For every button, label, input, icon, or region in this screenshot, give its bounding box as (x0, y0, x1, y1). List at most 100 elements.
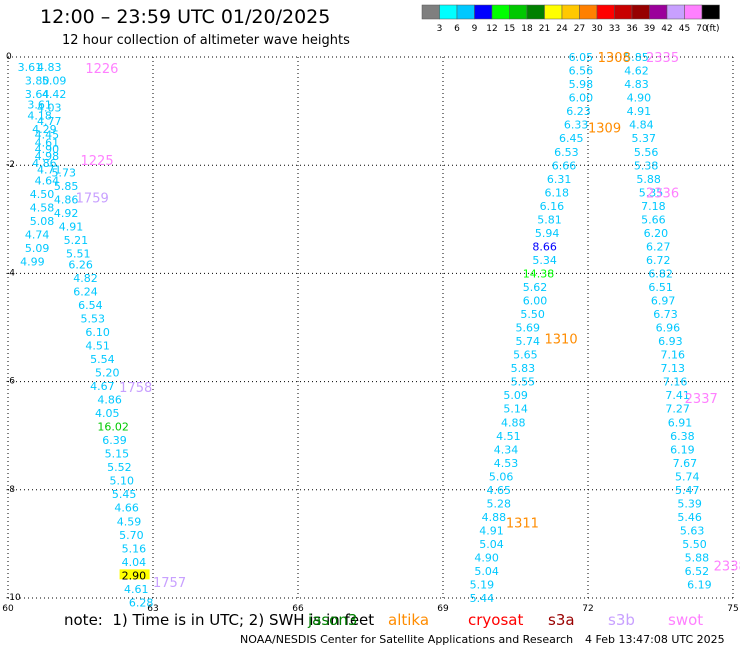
data-point-label: 5.06 (489, 470, 513, 483)
data-point-label: 6.53 (554, 146, 579, 159)
data-point-label: 6.24 (73, 285, 98, 298)
colorbar: 3 6 9 12 15 18 21 24 27 30 33 36 39 42 45 70(ft) (421, 4, 720, 34)
data-point-label: 7.16 (661, 349, 686, 362)
y-tick-label: -4 (6, 268, 15, 278)
data-point-label: 5.55 (511, 376, 535, 389)
data-point-label: 5.44 (470, 592, 495, 605)
credit-line: NOAA/NESDIS Center for Satellite Applica… (240, 633, 574, 646)
data-point-label: 6.82 (648, 267, 673, 280)
chart-subtitle: 12 hour collection of altimeter wave hei… (62, 33, 350, 48)
data-point-label: 4.51 (496, 430, 520, 443)
data-point-label: 4.64 (35, 174, 60, 187)
colorbar-label: 39 (644, 24, 656, 34)
colorbar-label: 21 (539, 24, 550, 34)
data-point-label: 5.74 (516, 335, 541, 348)
plot-area: 60 63 66 69 72 750-2-4-6-8-103.614.835.093.80… (2, 51, 740, 614)
data-point-label: 4.84 (629, 119, 654, 132)
data-point-label: 5.88 (685, 552, 710, 565)
track-label: 2337 (685, 392, 718, 407)
data-point-label: 6.56 (569, 65, 594, 78)
data-point-label: 4.03 (37, 101, 62, 114)
data-point-label: 4.65 (487, 484, 512, 497)
data-point-label: 5.10 (110, 475, 135, 488)
x-tick-label: 75 (727, 604, 738, 614)
data-point-label: 4.34 (494, 443, 519, 456)
chart-title: 12:00 – 23:59 UTC 01/20/2025 (40, 6, 331, 28)
data-point-label: 7.18 (641, 200, 666, 213)
data-point-label: 5.69 (516, 322, 541, 335)
data-point-label: 4.88 (482, 511, 507, 524)
data-point-label: 4.53 (494, 457, 519, 470)
data-point-label: 4.83 (37, 61, 62, 74)
data-point-label: 4.91 (627, 105, 652, 118)
footer-note: note: 1) Time is in UTC; 2) SWH is in fe… (64, 611, 375, 629)
data-point-label: 6.45 (559, 132, 584, 145)
data-point-label: 8.66 (532, 240, 557, 253)
data-point-label: 6.33 (564, 119, 589, 132)
data-point-label: 6.39 (102, 434, 127, 447)
data-point-label: 6.16 (540, 200, 565, 213)
data-point-label: 6.27 (646, 240, 671, 253)
data-point-label: 6.19 (687, 579, 712, 592)
y-tick-label: -6 (6, 377, 15, 387)
colorbar-label: 45 (679, 24, 690, 34)
data-point-label: 4.90 (35, 143, 60, 156)
data-point-label: 5.14 (503, 403, 527, 416)
data-point-label: 6.52 (685, 565, 710, 578)
colorbar-label: 24 (556, 24, 568, 34)
data-point-label: 5.94 (535, 227, 560, 240)
data-point-label: 6.10 (85, 326, 110, 339)
data-point-label: 5.66 (641, 213, 666, 226)
data-point-label: 5.16 (122, 542, 147, 555)
data-point-label: 3.61 (18, 61, 42, 74)
data-point-label: 5.85 (624, 51, 649, 64)
data-point-label: 6.26 (68, 258, 93, 271)
x-tick-label: 60 (2, 604, 14, 614)
data-point-label: 6.54 (78, 299, 103, 312)
data-point-label: 7.16 (663, 376, 688, 389)
data-point-label: 6.31 (547, 173, 572, 186)
y-tick-label: -10 (6, 593, 21, 603)
y-tick-label: -8 (6, 485, 15, 495)
data-point-label: 5.53 (81, 312, 106, 325)
data-point-label: 6.93 (658, 335, 683, 348)
data-point-label: 6.38 (670, 430, 695, 443)
colorbar-label: 18 (521, 24, 533, 34)
colorbar-label: 27 (574, 24, 585, 34)
x-tick-label: 72 (582, 604, 593, 614)
data-point-label: 4.66 (114, 502, 139, 515)
data-point-label: 4.71 (37, 164, 62, 177)
data-point-label: 6.91 (668, 416, 693, 429)
data-point-label: 4.82 (73, 272, 98, 285)
data-point-label: 4.59 (117, 515, 142, 528)
colorbar-label: 3 (437, 24, 443, 34)
data-point-label: 14.38 (523, 267, 555, 280)
data-point-label: 6.73 (653, 308, 678, 321)
data-point-label: 4.90 (627, 92, 652, 105)
data-point-label: 4.98 (35, 150, 60, 163)
data-point-label: 3.80 (25, 74, 49, 87)
data-point-label: 4.45 (35, 128, 60, 141)
data-point-label: 5.28 (487, 497, 512, 510)
data-point-label: 4.99 (20, 256, 45, 269)
data-point-label: 4.91 (479, 524, 504, 537)
colorbar-label: 9 (472, 24, 478, 34)
data-point-label: 5.83 (511, 362, 535, 375)
colorbar-swatch (701, 4, 720, 20)
track-label: 1308 (598, 51, 631, 66)
track-label: 1310 (545, 332, 578, 347)
x-tick-label: 63 (147, 604, 158, 614)
track-label: 1759 (76, 192, 109, 207)
data-point-label: 6.28 (129, 596, 154, 609)
data-point-label: 6.72 (646, 254, 671, 267)
data-point-label: 4.61 (35, 137, 60, 150)
data-point-label: 6.51 (648, 281, 673, 294)
data-point-label: 4.86 (32, 157, 57, 170)
colorbar-unit: (ft) (706, 24, 720, 34)
data-point-label: 5.47 (675, 484, 700, 497)
data-point-label: 6.00 (569, 92, 594, 105)
track-label: 2338 (714, 560, 740, 575)
data-point-label: 4.88 (501, 416, 526, 429)
data-point-label: 5.04 (479, 538, 504, 551)
data-point-label: 5.50 (682, 538, 707, 551)
